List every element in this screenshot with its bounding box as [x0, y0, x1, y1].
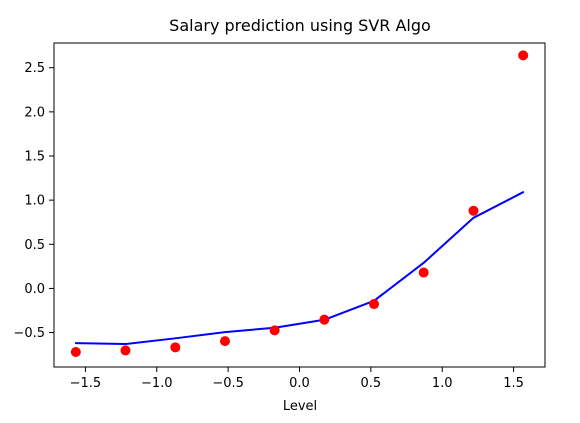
y-tick-label: 1.5 [24, 150, 45, 165]
data-point [319, 314, 330, 325]
data-point [468, 205, 479, 216]
x-tick-label: 0.0 [289, 376, 310, 391]
x-tick-label: 1.0 [432, 376, 453, 391]
data-point [518, 50, 529, 61]
x-tick-label: −1.0 [141, 376, 173, 391]
data-point [369, 299, 380, 310]
y-tick-label: 2.5 [24, 61, 45, 76]
y-tick-label: −0.5 [13, 326, 45, 341]
plot-area: −1.5 −1.0 −0.5 0.0 0.5 1.0 1.5 −0.5 0.0 0.5 1.0 1.5… [13, 42, 546, 391]
x-axis-label: Level [283, 399, 317, 414]
y-tick-label: 1.0 [24, 194, 45, 209]
x-tick-label: 0.5 [361, 376, 382, 391]
data-point [418, 267, 429, 278]
y-tick-label: 2.0 [24, 105, 45, 120]
y-tick-label: 0.0 [24, 282, 45, 297]
plot-frame [53, 42, 546, 368]
x-tick-label: −1.5 [70, 376, 102, 391]
x-tick-label: −0.5 [212, 376, 244, 391]
data-point [120, 345, 131, 356]
x-tick-label: 1.5 [503, 376, 524, 391]
chart-title: Salary prediction using SVR Algo [169, 16, 431, 35]
data-point [219, 336, 230, 347]
series-line [74, 191, 525, 346]
y-tick-label: 0.5 [24, 238, 45, 253]
data-point [269, 325, 280, 336]
data-point [170, 342, 181, 353]
data-point [70, 346, 81, 357]
